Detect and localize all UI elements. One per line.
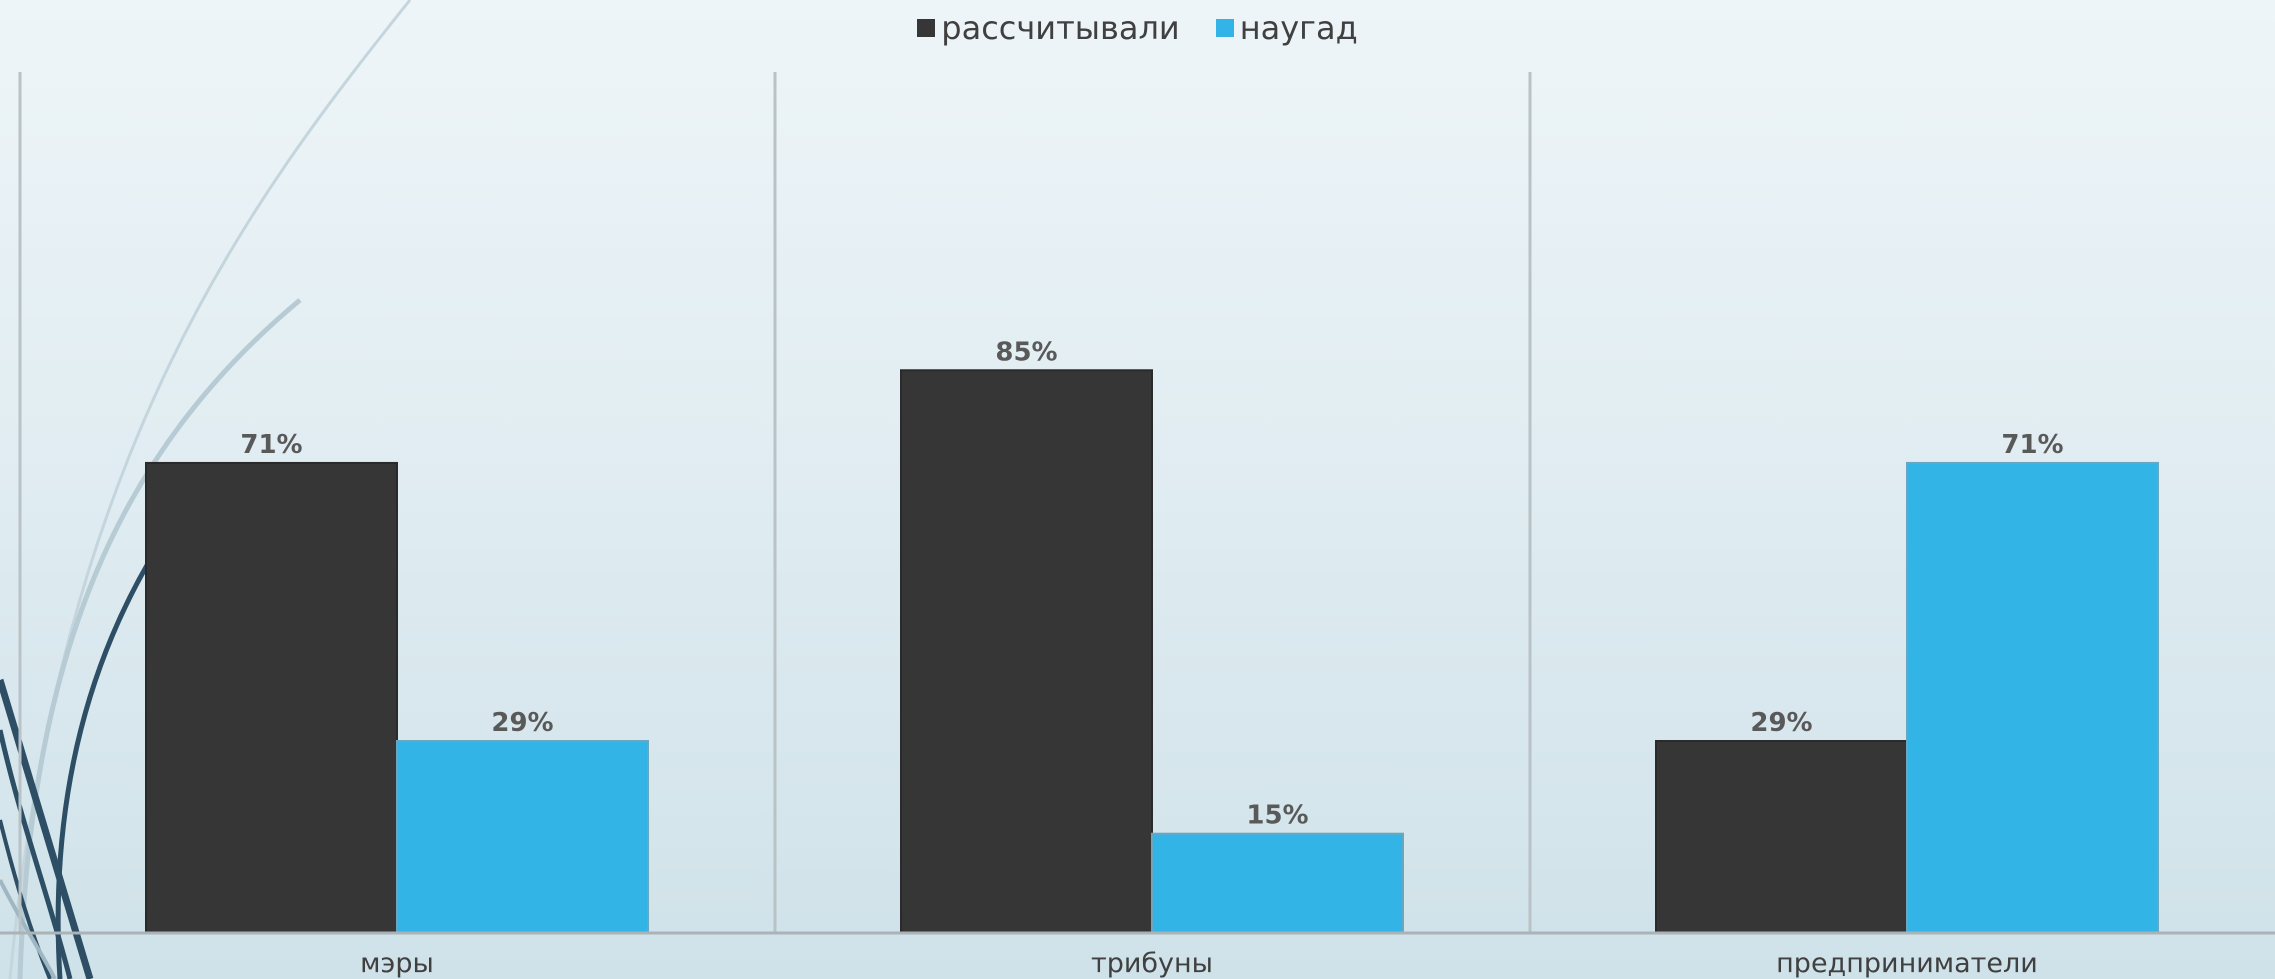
legend-swatch-series-2 <box>1215 19 1234 37</box>
data-label-1-3: 29% <box>1750 708 1812 738</box>
bar-2-2 <box>1151 832 1404 934</box>
data-label-2-1: 29% <box>491 708 553 738</box>
category-label-3: предприниматели <box>1776 948 2038 979</box>
category-label-1: мэры <box>360 948 434 979</box>
data-label-2-3: 71% <box>2001 430 2063 460</box>
bar-1-3 <box>1655 740 1908 935</box>
data-label-2-2: 15% <box>1246 801 1308 831</box>
data-label-1-1: 71% <box>240 430 302 460</box>
bar-2-3 <box>1906 461 2159 934</box>
legend: рассчитывали наугад <box>0 8 2275 48</box>
bar-1-1 <box>145 461 398 934</box>
bar-2-1 <box>396 740 649 935</box>
legend-item-series-1: рассчитывали <box>917 8 1180 48</box>
legend-swatch-series-1 <box>917 19 936 37</box>
legend-label-series-2: наугад <box>1239 9 1358 47</box>
bar-1-2 <box>900 369 1153 934</box>
legend-item-series-2: наугад <box>1215 8 1358 48</box>
legend-label-series-1: рассчитывали <box>941 9 1180 47</box>
category-label-2: трибуны <box>1091 948 1213 979</box>
data-label-1-2: 85% <box>995 337 1057 367</box>
